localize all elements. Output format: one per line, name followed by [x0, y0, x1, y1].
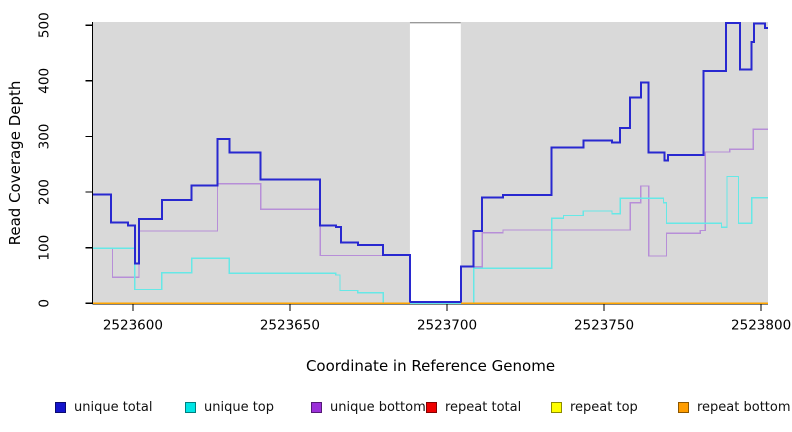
legend-label-repeat-top: repeat top	[570, 399, 638, 415]
legend-swatch-unique-top	[185, 401, 196, 413]
x-axis-title: Coordinate in Reference Genome	[305, 357, 556, 375]
legend-label-repeat-total: repeat total	[445, 399, 522, 415]
y-tick-label: 400	[37, 68, 53, 94]
legend-label-unique-total: unique total	[74, 399, 153, 415]
series-unique-bottom	[93, 128, 768, 304]
legend-swatch-repeat-top	[551, 401, 562, 413]
legend-label-repeat-bottom: repeat bottom	[697, 399, 791, 415]
chart-legend: unique total unique top unique bottom repea…	[0, 396, 792, 420]
x-tick-label: 2523800	[731, 317, 791, 333]
legend-swatch-repeat-bottom	[678, 401, 689, 413]
legend-swatch-unique-bottom	[311, 401, 322, 413]
legend-swatch-unique-total	[55, 401, 66, 413]
legend-item-unique-top: unique top	[185, 396, 274, 418]
legend-item-repeat-top: repeat top	[551, 396, 638, 418]
y-tick-label: 200	[37, 179, 53, 205]
legend-item-repeat-total: repeat total	[426, 396, 521, 418]
y-tick-label: 100	[37, 235, 53, 261]
x-tick-label: 2523650	[260, 317, 320, 333]
x-tick-label: 2523600	[103, 317, 163, 333]
series-unique-top	[93, 175, 768, 304]
series-unique-total	[93, 22, 768, 304]
legend-item-unique-total: unique total	[55, 396, 152, 418]
legend-label-unique-top: unique top	[204, 399, 275, 415]
legend-item-repeat-bottom: repeat bottom	[678, 396, 791, 418]
legend-label-unique-bottom: unique bottom	[330, 399, 426, 415]
y-tick-label: 0	[37, 299, 53, 308]
x-tick-label: 2523750	[574, 317, 634, 333]
legend-item-unique-bottom: unique bottom	[311, 396, 426, 418]
x-tick-label: 2523700	[417, 317, 477, 333]
y-tick-label: 500	[37, 12, 53, 38]
legend-swatch-repeat-total	[426, 401, 437, 413]
coverage-gap-region	[409, 22, 461, 304]
y-axis-title: Read Coverage Depth	[6, 80, 24, 246]
y-tick-label: 300	[37, 124, 53, 150]
